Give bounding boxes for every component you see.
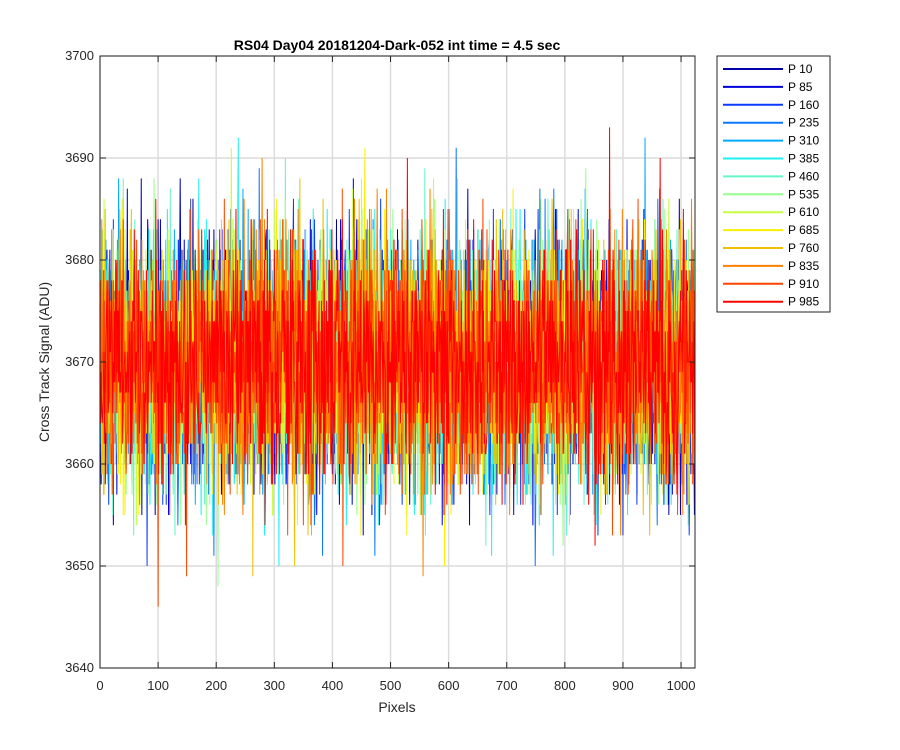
y-axis-label: Cross Track Signal (ADU) (36, 282, 52, 442)
legend-box (716, 55, 831, 313)
x-tick-label: 200 (205, 678, 227, 693)
x-ticks: 0 100 200 300 400 500 600 700 800 900 1000 (96, 56, 696, 693)
legend-label: P 610 (788, 205, 819, 219)
legend-label: P 760 (788, 241, 819, 255)
y-ticks: 3640 3650 3660 3670 3680 3690 3700 (65, 48, 695, 675)
legend-label: P 385 (788, 152, 819, 166)
legend-label: P 535 (788, 187, 819, 201)
y-tick-label: 3660 (65, 456, 94, 471)
legend-label: P 85 (788, 80, 813, 94)
y-tick-label: 3650 (65, 558, 94, 573)
x-tick-label: 1000 (667, 678, 696, 693)
x-axis-label: Pixels (378, 699, 415, 715)
y-tick-label: 3640 (65, 660, 94, 675)
x-tick-label: 500 (380, 678, 402, 693)
series-line (100, 127, 695, 546)
legend-label: P 235 (788, 116, 819, 130)
legend-label: P 460 (788, 169, 819, 183)
x-tick-label: 800 (554, 678, 576, 693)
x-tick-label: 700 (496, 678, 518, 693)
series-layer (100, 127, 695, 607)
y-tick-label: 3680 (65, 252, 94, 267)
x-tick-label: 900 (612, 678, 634, 693)
legend-label: P 160 (788, 98, 819, 112)
chart-title: RS04 Day04 20181204-Dark-052 int time = … (234, 37, 561, 53)
x-tick-label: 300 (263, 678, 285, 693)
y-tick-label: 3670 (65, 354, 94, 369)
y-tick-label: 3700 (65, 48, 94, 63)
legend: P 10 P 85 P 160 P 235 P 310 P 385 P 460 P 535 P … (716, 55, 831, 313)
legend-label: P 910 (788, 277, 819, 291)
legend-label: P 310 (788, 134, 819, 148)
legend-label: P 985 (788, 295, 819, 309)
x-tick-label: 0 (96, 678, 103, 693)
legend-label: P 10 (788, 62, 813, 76)
legend-label: P 835 (788, 259, 819, 273)
x-tick-label: 400 (322, 678, 344, 693)
x-tick-label: 600 (438, 678, 460, 693)
x-tick-label: 100 (147, 678, 169, 693)
y-tick-label: 3690 (65, 150, 94, 165)
legend-label: P 685 (788, 223, 819, 237)
